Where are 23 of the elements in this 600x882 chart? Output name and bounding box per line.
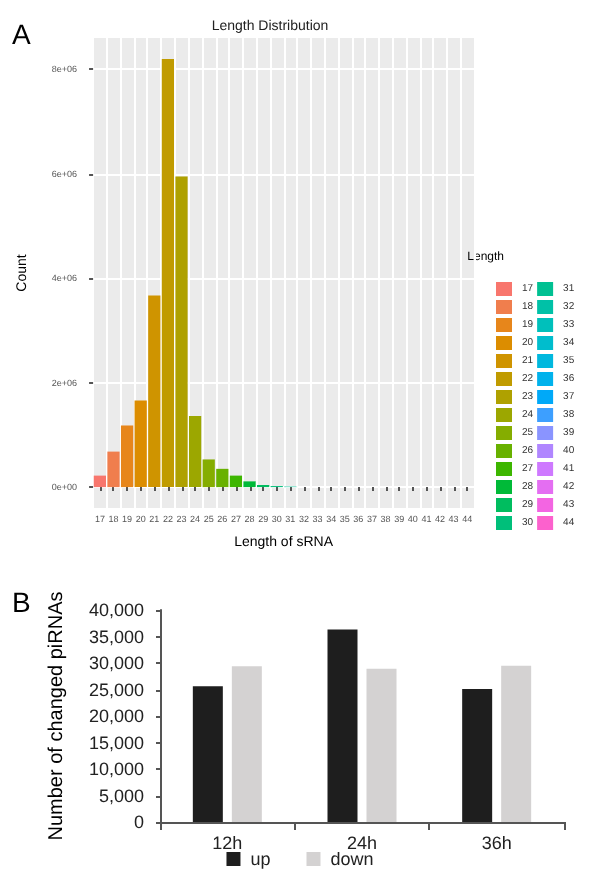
bar — [462, 688, 493, 822]
text: A — [12, 18, 32, 50]
legend-label: up — [250, 849, 271, 869]
bar — [231, 666, 262, 822]
bar — [501, 665, 532, 822]
y-tick-label: 10,000 — [88, 759, 144, 779]
y-tick-label: 20,000 — [88, 706, 144, 726]
bar — [192, 686, 223, 822]
bar — [366, 668, 397, 822]
y-tick-label: 25,000 — [88, 679, 144, 700]
y-tick-label: 15,000 — [88, 732, 144, 753]
y-tick-label: 40,000 — [88, 600, 144, 620]
legend-label: down — [330, 849, 374, 869]
x-tick-label: 24h — [346, 833, 378, 853]
y-tick-label: 5,000 — [98, 785, 144, 806]
text: B — [12, 586, 31, 618]
x-tick-label: 12h — [212, 833, 243, 853]
y-tick-label: 30,000 — [88, 653, 144, 673]
y-tick-label: 35,000 — [88, 626, 144, 647]
y-tick-label: 0 — [133, 812, 144, 832]
x-tick-label: 36h — [481, 833, 512, 853]
y-axis-title: Number of changed piRNAs — [46, 591, 69, 841]
bar — [327, 629, 358, 822]
